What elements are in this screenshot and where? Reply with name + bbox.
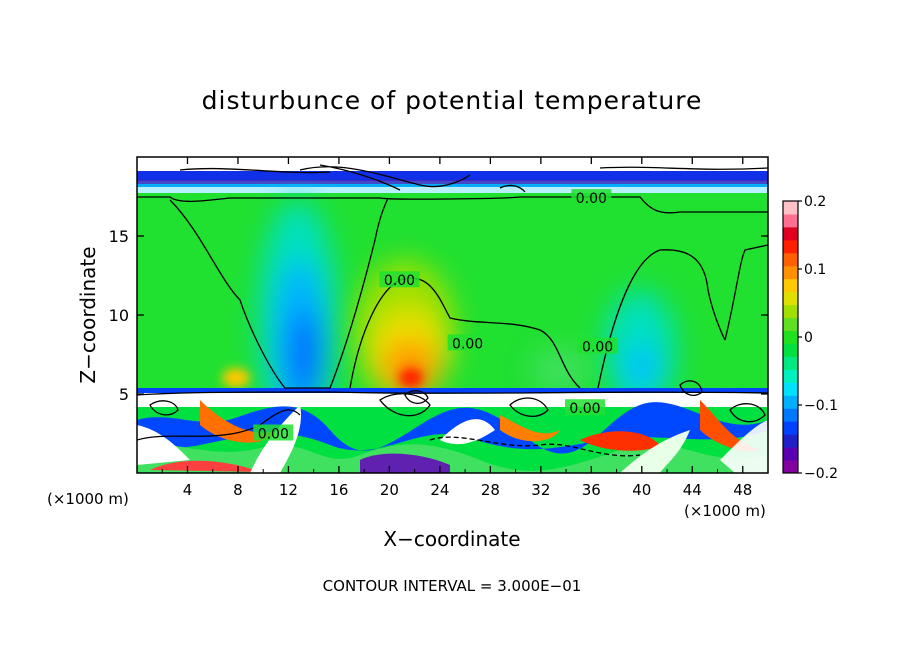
x-unit-right: (×1000 m) <box>684 502 766 520</box>
cold-bulge-2 <box>530 348 590 392</box>
colorbar-swatch <box>783 356 798 370</box>
colorbar-swatch <box>783 304 798 319</box>
x-tick-label: 24 <box>430 481 449 499</box>
y-tick-label: 5 <box>119 385 129 404</box>
colorbar-swatch <box>783 408 798 422</box>
upper-contours <box>179 164 768 193</box>
contour-ripple-3 <box>509 397 549 417</box>
x-unit-left: (×1000 m) <box>47 490 129 508</box>
x-tick-label: 32 <box>531 481 550 499</box>
zero-contour-bl <box>137 409 301 441</box>
cold-column-2 <box>604 290 676 410</box>
x-tick-label: 20 <box>380 481 399 499</box>
contour-ripple-1 <box>379 393 431 417</box>
zero-contour-blob <box>349 277 581 389</box>
x-tick-label: 44 <box>683 481 702 499</box>
colorbar-swatch <box>783 421 798 435</box>
upper-green-strip <box>137 193 768 197</box>
colorbar: 0.2 0.1 0 −0.1 −0.2 <box>782 194 838 482</box>
colorbar-swatch <box>783 239 798 254</box>
colorbar-swatch <box>783 395 798 409</box>
colorbar-swatch <box>783 434 798 448</box>
x-tick-label: 8 <box>233 481 243 499</box>
contour-ripple-6 <box>149 400 179 416</box>
cold-column-1 <box>258 200 338 440</box>
colorbar-tick-label: 0 <box>804 330 813 346</box>
colorbar-swatch <box>783 213 798 228</box>
colorbar-swatch <box>783 343 798 357</box>
colorbar-swatch <box>783 460 798 474</box>
upper-light-band <box>137 187 768 193</box>
warm-blob-1 <box>355 260 455 400</box>
colorbar-swatch <box>783 278 798 293</box>
contour-label-bg <box>571 189 612 206</box>
colorbar-swatch <box>783 447 798 461</box>
colorbar-swatch <box>783 265 798 280</box>
contour-label: 0.00 <box>384 273 415 289</box>
warm-spot-1 <box>222 368 250 388</box>
contour-label-bg <box>577 337 618 354</box>
x-tick-label: 16 <box>329 481 348 499</box>
contour-label: 0.00 <box>258 427 289 443</box>
x-axis-label: X−coordinate <box>383 527 521 551</box>
x-tick-label: 36 <box>582 481 601 499</box>
colorbar-swatch <box>783 201 798 215</box>
y-axis-ticks: 5 10 15 <box>109 227 768 404</box>
contour-label: 0.00 <box>582 340 613 356</box>
contour-label: 0.00 <box>452 336 483 352</box>
x-tick-label: 48 <box>733 481 752 499</box>
contour-ripple-5 <box>679 380 703 396</box>
colorbar-swatch <box>783 382 798 396</box>
zero-contour-column1 <box>169 197 389 389</box>
colorbar-tick-label: 0.1 <box>804 262 826 278</box>
colorbar-tick-label: −0.1 <box>804 398 838 414</box>
contour-label-bg <box>565 399 606 416</box>
boundary-layer <box>137 388 768 473</box>
x-tick-label: 28 <box>481 481 500 499</box>
contour-interval-note: CONTOUR INTERVAL = 3.000E−01 <box>322 577 582 595</box>
potential-temperature-field <box>137 157 768 473</box>
warm-blob-core <box>399 368 423 388</box>
contour-lines <box>137 164 768 457</box>
contour-label-bg <box>447 334 488 351</box>
colorbar-swatch <box>783 369 798 383</box>
contour-label: 0.00 <box>569 401 600 417</box>
zero-contour-top <box>137 196 768 214</box>
colorbar-tick-label: −0.2 <box>804 466 838 482</box>
contour-label-bg <box>253 424 294 441</box>
contour-label: 0.00 <box>576 191 607 207</box>
zero-contour-right-edge <box>724 244 768 341</box>
colorbar-swatch <box>783 252 798 267</box>
x-axis-ticks: 4 8 12 16 20 24 28 32 36 40 44 48 <box>161 157 752 499</box>
x-tick-label: 4 <box>183 481 193 499</box>
y-tick-label: 15 <box>109 227 129 246</box>
contour-ripple-2 <box>404 390 429 404</box>
colorbar-tick-label: 0.2 <box>804 194 826 210</box>
colorbar-swatch <box>783 226 798 241</box>
x-tick-label: 40 <box>632 481 651 499</box>
zero-contour-lower <box>137 391 768 396</box>
chart-title: disturbunce of potential temperature <box>201 86 703 115</box>
colorbar-swatch <box>783 330 798 344</box>
contour-ripple-4 <box>729 403 766 423</box>
upper-purple-strip <box>137 180 768 184</box>
zero-contour-column2 <box>597 249 726 389</box>
contour-labels: 0.00 0.00 0.00 0.00 0.00 0.00 <box>253 189 618 443</box>
dashed-contour <box>429 436 641 457</box>
colorbar-swatch <box>783 291 798 306</box>
colorbar-swatch <box>783 317 798 332</box>
contour-label-bg <box>379 271 420 288</box>
y-tick-label: 10 <box>109 306 129 325</box>
x-tick-label: 12 <box>279 481 298 499</box>
